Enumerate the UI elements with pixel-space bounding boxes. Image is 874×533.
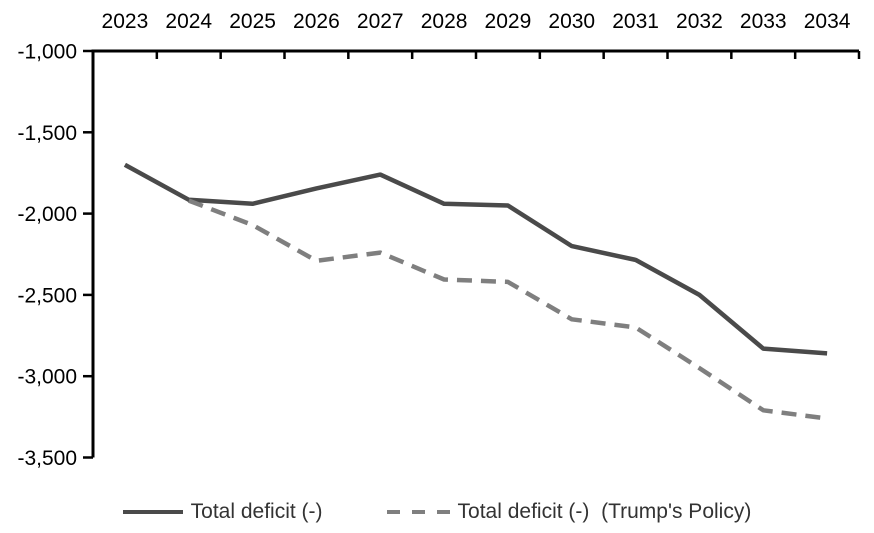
legend-item-total-deficit: Total deficit (-)	[122, 500, 323, 524]
x-tick-label: 2024	[165, 10, 212, 33]
legend-swatch-dashed-line	[386, 509, 450, 515]
y-tick-label: -2,000	[17, 203, 77, 226]
deficit-line-chart: 2023 2024 2025 2026 2027 2028 2029 2030 2031 2032…	[17, 10, 861, 470]
x-tick-label: 2025	[229, 10, 276, 33]
x-tick-label: 2023	[102, 10, 149, 33]
chart-legend: Total deficit (-) Total deficit (-) (Tru…	[0, 497, 874, 527]
series-line-trump-policy	[187, 198, 828, 421]
x-tick-label: 2034	[804, 10, 851, 33]
legend-swatch-solid-line	[122, 509, 183, 515]
y-tick-label: -3,000	[17, 366, 77, 389]
x-tick-label: 2030	[548, 10, 595, 33]
x-tick-label: 2028	[421, 10, 468, 33]
x-tick-label: 2026	[293, 10, 340, 33]
x-tick-label: 2029	[485, 10, 532, 33]
y-tick-label: -1,500	[17, 122, 77, 145]
x-tick-label: 2031	[612, 10, 659, 33]
x-tick-label: 2027	[357, 10, 404, 33]
x-tick-label: 2033	[740, 10, 787, 33]
series-line-total-deficit	[123, 162, 828, 356]
legend-label-trump-policy: Total deficit (-) (Trump's Policy)	[457, 500, 752, 523]
x-tick-label: 2032	[676, 10, 723, 33]
legend-label-total-deficit: Total deficit (-)	[190, 500, 323, 523]
legend-item-trump-policy: Total deficit (-) (Trump's Policy)	[386, 500, 752, 524]
y-tick-label: -1,000	[17, 41, 77, 64]
y-tick-label: -3,500	[17, 447, 77, 470]
y-tick-label: -2,500	[17, 284, 77, 307]
